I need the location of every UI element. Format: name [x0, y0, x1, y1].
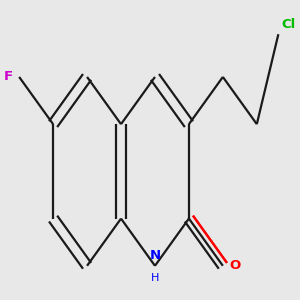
- Text: Cl: Cl: [281, 18, 296, 32]
- Text: O: O: [229, 259, 240, 272]
- Text: F: F: [4, 70, 13, 83]
- Text: N: N: [149, 249, 161, 262]
- Text: H: H: [151, 273, 159, 283]
